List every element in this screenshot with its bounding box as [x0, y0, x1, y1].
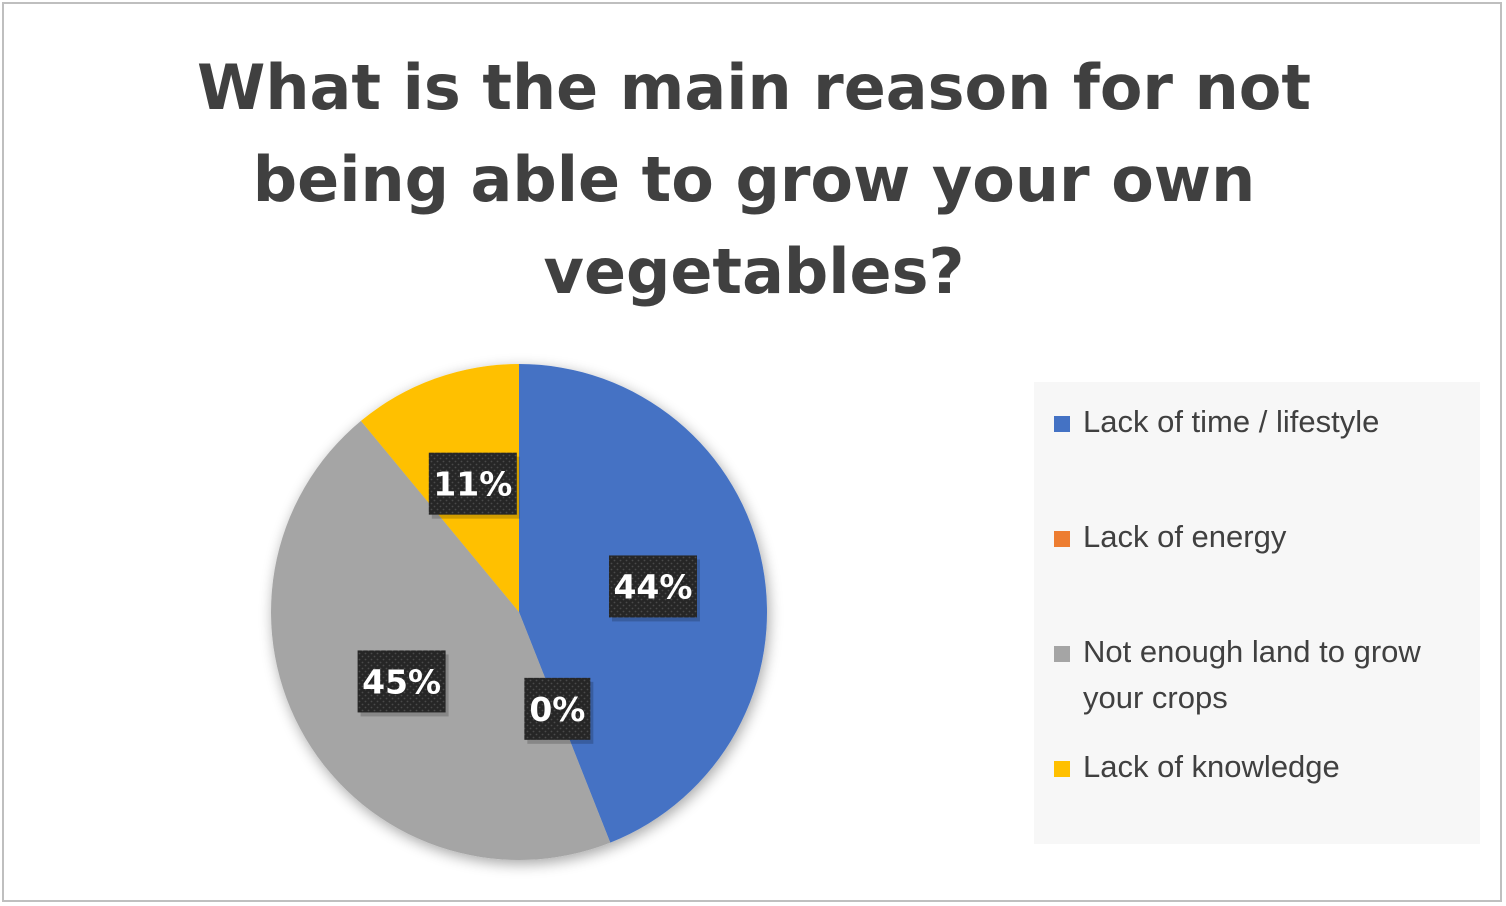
chart-title: What is the main reason for not being ab…	[4, 42, 1504, 318]
data-label-not-enough-land-to-grow-your-crops: 45%	[357, 650, 449, 717]
data-label-box	[357, 650, 446, 713]
data-label-lack-of-time-lifestyle: 44%	[608, 555, 700, 622]
legend-label-lack-of-energy: Lack of energy	[1083, 519, 1287, 554]
legend-swatch-lack-of-energy	[1054, 531, 1070, 547]
chart-title-line-1: What is the main reason for not	[197, 51, 1311, 124]
pie-chart: 44% 0% 45% 11%	[271, 364, 767, 860]
legend-label-lack-of-time: Lack of time / lifestyle	[1083, 404, 1380, 439]
data-label-box	[428, 452, 517, 515]
chart-title-line-2: being able to grow your own	[252, 143, 1256, 216]
legend-item-lack-of-energy: Lack of energy	[1054, 514, 1464, 560]
data-label-text: 11%	[433, 465, 512, 504]
legend-label-lack-of-knowledge: Lack of knowledge	[1083, 749, 1340, 784]
legend-item-not-enough-land: Not enough land to grow your crops	[1054, 629, 1464, 721]
legend: Lack of time / lifestyle Lack of energy …	[1034, 382, 1480, 844]
data-label-box	[524, 677, 591, 740]
data-label-text: 0%	[529, 690, 585, 729]
legend-label-not-enough-land: Not enough land to grow your crops	[1083, 634, 1421, 715]
legend-item-lack-of-time: Lack of time / lifestyle	[1054, 399, 1464, 445]
legend-swatch-not-enough-land	[1054, 646, 1070, 662]
data-label-lack-of-knowledge: 11%	[428, 452, 520, 519]
data-label-text: 44%	[613, 567, 692, 606]
pie-slice-not-enough-land-to-grow-your-crops	[271, 420, 611, 860]
legend-item-lack-of-knowledge: Lack of knowledge	[1054, 744, 1464, 790]
chart-title-line-3: vegetables?	[543, 235, 965, 308]
legend-swatch-lack-of-knowledge	[1054, 761, 1070, 777]
data-label-text: 45%	[362, 662, 441, 701]
legend-swatch-lack-of-time	[1054, 416, 1070, 432]
data-label-box	[608, 555, 697, 618]
data-label-lack-of-energy: 0%	[524, 677, 594, 744]
